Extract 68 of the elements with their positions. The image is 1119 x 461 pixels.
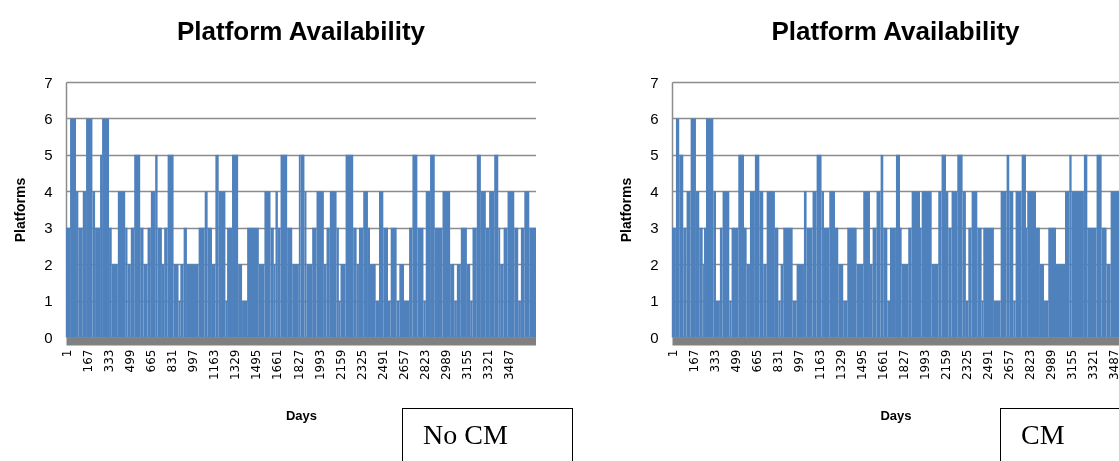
x-tick-label: 1329: [228, 349, 243, 381]
x-tick-label: 3155: [1065, 349, 1080, 381]
x-tick-label: 665: [143, 349, 158, 373]
y-tick-label: 4: [44, 182, 53, 200]
x-axis-title: Days: [880, 408, 912, 424]
y-tick-label: 0: [44, 328, 53, 346]
x-tick-label: 2989: [1044, 349, 1059, 381]
x-tick-label: 3321: [1086, 349, 1101, 381]
y-axis-title: Platforms: [618, 177, 635, 243]
x-tick-label: 1: [665, 349, 680, 358]
x-tick-label: 831: [165, 349, 180, 373]
x-tick-label: 2325: [354, 349, 369, 381]
y-tick-label: 3: [650, 219, 659, 237]
y-tick-label: 0: [650, 328, 659, 346]
x-tick-label: 997: [791, 349, 806, 373]
x-tick-label: 2325: [960, 349, 975, 381]
y-tick-label: 5: [650, 146, 659, 164]
x-tick-label: 1827: [897, 349, 912, 381]
y-tick-label: 6: [650, 109, 659, 127]
x-tick-label: 1495: [854, 349, 869, 381]
x-tick-label: 3487: [1107, 349, 1119, 381]
x-tick-label: 1827: [291, 349, 306, 381]
x-tick-label: 1329: [833, 349, 848, 381]
y-tick-label: 5: [44, 146, 53, 164]
x-tick-label: 2491: [981, 349, 996, 381]
y-tick-label: 3: [44, 219, 53, 237]
x-tick-label: 1: [59, 349, 74, 358]
x-tick-label: 1163: [812, 349, 827, 381]
x-tick-label: 3487: [502, 349, 517, 381]
x-tick-label: 2989: [439, 349, 454, 381]
x-tick-label: 3321: [481, 349, 496, 381]
y-tick-label: 4: [650, 182, 659, 200]
x-tick-label: 665: [749, 349, 764, 373]
chart-title: Platform Availability: [771, 16, 1021, 46]
y-axis-title: Platforms: [12, 177, 29, 243]
x-tick-label: 1993: [312, 349, 327, 381]
chart-title: Platform Availability: [176, 16, 426, 46]
y-tick-label: 7: [44, 73, 53, 91]
y-tick-label: 1: [44, 292, 53, 310]
x-tick-label: 1993: [918, 349, 933, 381]
x-tick-label: 2823: [418, 349, 433, 381]
x-tick-label: 167: [686, 349, 701, 373]
x-axis-title: Days: [285, 408, 318, 424]
x-tick-label: 333: [101, 349, 116, 373]
x-tick-label: 2657: [1002, 349, 1017, 381]
x-tick-label: 1661: [270, 349, 285, 381]
x-tick-label: 499: [728, 349, 743, 373]
x-tick-label: 1495: [249, 349, 264, 381]
x-tick-label: 1661: [876, 349, 891, 381]
x-tick-label: 2159: [333, 349, 348, 381]
text: CM: [1000, 408, 1119, 461]
x-tick-label: 333: [707, 349, 722, 373]
y-tick-label: 6: [44, 109, 53, 127]
x-tick-label: 2823: [1023, 349, 1038, 381]
y-tick-label: 7: [650, 73, 659, 91]
y-tick-label: 2: [650, 255, 659, 273]
x-tick-label: 167: [80, 349, 95, 373]
x-tick-label: 2159: [939, 349, 954, 381]
x-tick-label: 1163: [207, 349, 222, 381]
x-tick-label: 2491: [375, 349, 390, 381]
text: No CM: [402, 408, 573, 461]
y-tick-label: 2: [44, 255, 53, 273]
y-tick-label: 1: [650, 292, 659, 310]
x-tick-label: 499: [122, 349, 137, 373]
x-tick-label: 997: [186, 349, 201, 373]
x-tick-label: 2657: [397, 349, 412, 381]
x-tick-label: 3155: [460, 349, 475, 381]
x-tick-label: 831: [770, 349, 785, 373]
